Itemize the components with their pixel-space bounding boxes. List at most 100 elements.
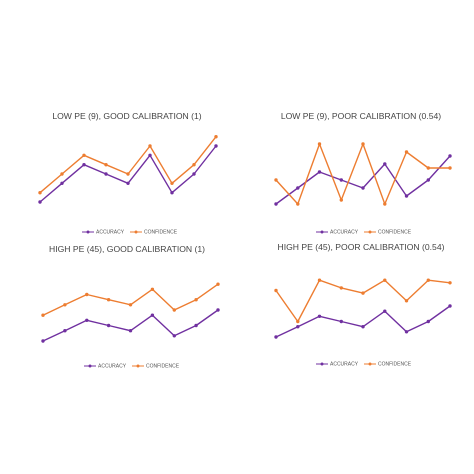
data-point [104,163,108,167]
data-point [296,186,300,190]
data-point [150,287,155,291]
chart-panel: HIGH PE (45), POOR CALIBRATION (0.54) ACC… [274,242,452,368]
chart-title: LOW PE (9), POOR CALIBRATION (0.54) [281,111,441,121]
legend-label: ACCURACY [96,230,125,236]
data-point [426,319,430,324]
data-point [85,318,89,322]
series-line [42,309,219,342]
data-point [172,308,176,312]
data-point [339,319,343,324]
data-point [383,162,387,166]
data-point [274,178,278,182]
data-point [63,303,67,307]
series-line [275,143,450,205]
legend-label: ACCURACY [98,364,127,370]
data-point [82,163,86,167]
legend: ACCURACY CONFIDENCE [82,230,178,236]
data-point [106,298,111,302]
data-point [274,288,278,293]
data-point [214,144,218,148]
data-point [104,172,108,176]
data-point [85,292,89,297]
data-point [150,313,155,317]
data-point [214,135,218,139]
data-point [60,181,64,185]
chart-title: HIGH PE (45), POOR CALIBRATION (0.54) [278,242,445,252]
data-point [448,281,452,285]
legend-label: CONFIDENCE [378,362,412,368]
data-point [274,335,278,339]
data-point [296,319,300,324]
data-point [128,329,133,333]
data-point [361,142,365,146]
legend-marker [134,230,138,234]
data-point [339,286,343,290]
data-point [404,299,409,303]
data-point [426,178,430,182]
legend-marker [368,230,372,234]
series-line [275,155,451,205]
data-point [170,181,174,185]
data-point [448,304,452,308]
legend-label: CONFIDENCE [144,230,178,236]
chart-title: LOW PE (9), GOOD CALIBRATION (1) [52,111,201,121]
data-point [426,278,430,282]
data-point [41,313,45,317]
data-point [172,334,176,338]
legend-marker [320,230,324,234]
data-point [317,142,322,146]
series-line [275,279,451,323]
legend: ACCURACY CONFIDENCE [316,230,412,236]
data-point [448,166,452,170]
data-point [38,191,42,195]
data-point [404,150,409,154]
data-point [361,325,365,329]
data-point [194,298,198,302]
data-point [82,153,86,157]
series-line [275,305,451,338]
data-point [60,172,64,176]
legend-marker [320,362,324,366]
chart-title: HIGH PE (45), GOOD CALIBRATION (1) [49,244,205,254]
data-point [126,181,130,185]
data-point [192,172,196,176]
data-point [128,303,133,307]
data-point [339,178,343,182]
data-point [383,278,387,282]
data-point [63,329,67,333]
data-point [38,200,42,204]
legend-marker [368,362,372,366]
data-point [383,202,387,206]
data-point [361,186,365,190]
legend-label: CONFIDENCE [146,364,180,370]
data-point [317,170,322,174]
data-point [361,291,365,295]
data-point [216,282,220,286]
legend-label: ACCURACY [330,362,359,368]
data-point [339,198,343,202]
data-point [317,314,322,318]
legend: ACCURACY CONFIDENCE [316,362,412,368]
data-point [296,325,300,329]
data-point [148,144,152,148]
data-point [383,309,387,313]
data-point [317,278,322,282]
legend-label: CONFIDENCE [378,230,412,236]
data-point [148,153,152,157]
data-point [192,163,196,167]
data-point [194,323,198,328]
data-point [404,330,409,334]
data-point [426,166,430,170]
legend-marker [86,230,90,234]
data-point [106,323,111,328]
legend: ACCURACY CONFIDENCE [84,364,180,370]
chart-panel: LOW PE (9), GOOD CALIBRATION (1) ACCURACY… [38,111,218,236]
legend-label: ACCURACY [330,230,359,236]
data-point [274,202,278,206]
data-point [41,339,45,343]
data-point [216,308,220,312]
data-point [448,154,452,158]
legend-marker [88,364,92,368]
legend-marker [136,364,140,368]
